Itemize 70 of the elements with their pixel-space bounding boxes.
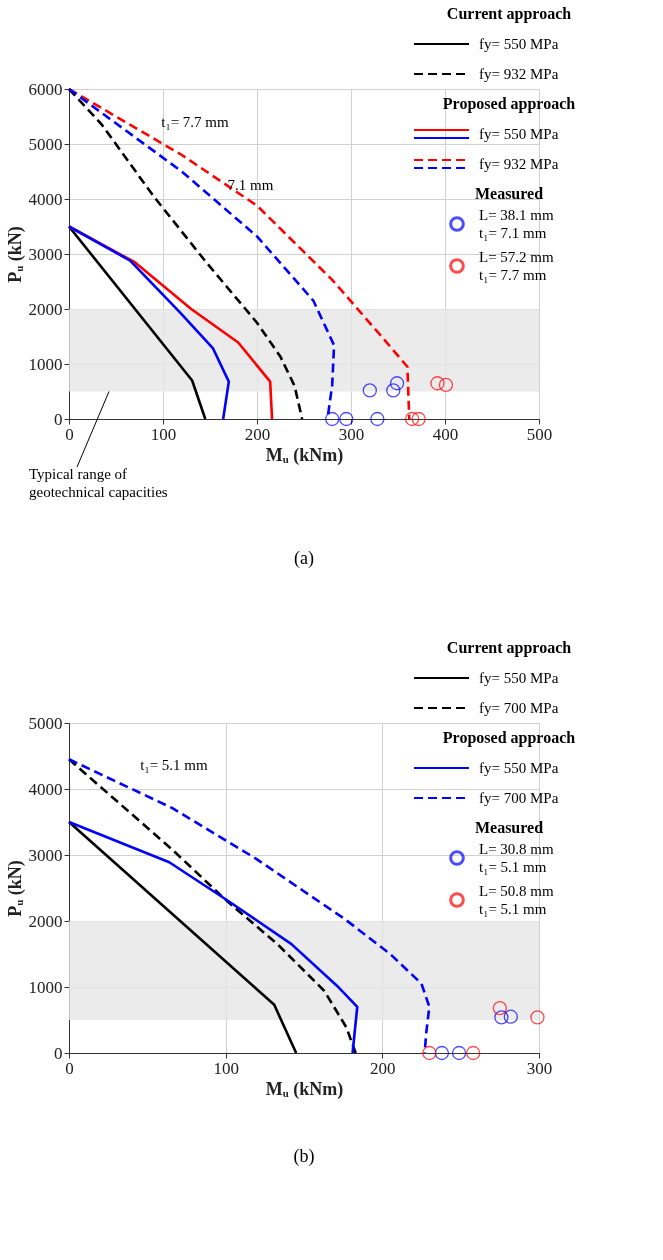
- legend-label: L= 38.1 mm t₁= 7.1 mm: [479, 207, 555, 241]
- y-axis-title: Pᵤ (kN): [4, 860, 26, 917]
- text: (b): [293, 1146, 315, 1167]
- point: [386, 383, 401, 398]
- annotation: Measured: [474, 819, 544, 836]
- legend-label: L= 30.8 mm t₁= 5.1 mm: [479, 841, 555, 875]
- legend-label: fy= 932 MPa: [479, 66, 559, 82]
- annotation: 7.1 mm: [227, 176, 274, 193]
- y-axis-title: Pᵤ (kN): [4, 226, 26, 283]
- point: [370, 411, 385, 427]
- y-tick-label: 3000: [28, 845, 63, 865]
- x-tick-label: 500: [526, 424, 553, 444]
- y-tick-label: 2000: [28, 911, 63, 931]
- point: [404, 411, 420, 427]
- x-tick-label: 100: [150, 424, 177, 444]
- text: Current approach: [446, 639, 572, 657]
- point: [389, 376, 405, 391]
- text: (a): [294, 548, 314, 569]
- point: [451, 1045, 467, 1061]
- y-tick-label: 5000: [28, 713, 63, 733]
- point: [422, 1045, 437, 1061]
- point: [503, 1009, 518, 1024]
- x-tick-label: 200: [370, 1058, 396, 1078]
- legend-label: fy= 550 MPa: [479, 760, 559, 776]
- point: [492, 1000, 507, 1016]
- y-tick-label: 1000: [28, 354, 63, 374]
- line-series: [67, 758, 431, 1055]
- x-axis-title: Mᵤ (kNm): [265, 1078, 344, 1100]
- point: [434, 1045, 450, 1061]
- legend-label: fy= 932 MPa: [479, 156, 559, 172]
- legend-label: fy= 550 MPa: [479, 670, 559, 686]
- y-tick-label: 0: [54, 1043, 63, 1063]
- point: [530, 1010, 545, 1025]
- point: [411, 411, 426, 427]
- y-tick-label: 6000: [28, 79, 63, 99]
- line-series: [67, 758, 357, 1055]
- x-axis-title: Mᵤ (kNm): [265, 444, 344, 466]
- line-series: [67, 820, 359, 1055]
- annotation: t₁= 5.1 mm: [140, 756, 209, 773]
- legend-label: fy= 550 MPa: [479, 126, 559, 142]
- legend-label: fy= 700 MPa: [479, 700, 559, 716]
- point: [430, 376, 445, 391]
- legend-label: fy= 700 MPa: [479, 790, 559, 806]
- point: [339, 411, 354, 427]
- x-tick-label: 100: [213, 1058, 239, 1078]
- y-tick-label: 5000: [28, 134, 63, 154]
- x-tick-label: 300: [338, 424, 365, 444]
- legend-label: L= 50.8 mm t₁= 5.1 mm: [479, 883, 555, 917]
- point: [494, 1010, 509, 1025]
- annotation: Proposed approach: [442, 729, 576, 747]
- x-tick-label: 200: [244, 424, 271, 444]
- y-tick-label: 2000: [28, 299, 63, 319]
- annotation: t₁= 7.7 mm: [161, 113, 230, 130]
- legend-label: L= 57.2 mm t₁= 7.7 mm: [479, 249, 555, 283]
- text: Current approach: [446, 5, 572, 23]
- y-tick-label: 4000: [28, 189, 63, 209]
- annotation: Proposed approach: [442, 95, 576, 113]
- point: [438, 377, 454, 393]
- y-tick-label: 0: [54, 409, 63, 429]
- band-label: Typical range of geotechnical capacities: [29, 466, 168, 500]
- y-tick-label: 1000: [28, 977, 63, 997]
- x-tick-label: 400: [432, 424, 459, 444]
- y-tick-label: 4000: [28, 779, 63, 799]
- y-tick-label: 3000: [28, 244, 63, 264]
- point: [362, 383, 377, 398]
- x-tick-label: 300: [526, 1058, 553, 1078]
- point: [325, 411, 340, 427]
- annotation: Measured: [474, 185, 544, 202]
- legend-label: fy= 550 MPa: [479, 36, 559, 52]
- point: [466, 1045, 481, 1061]
